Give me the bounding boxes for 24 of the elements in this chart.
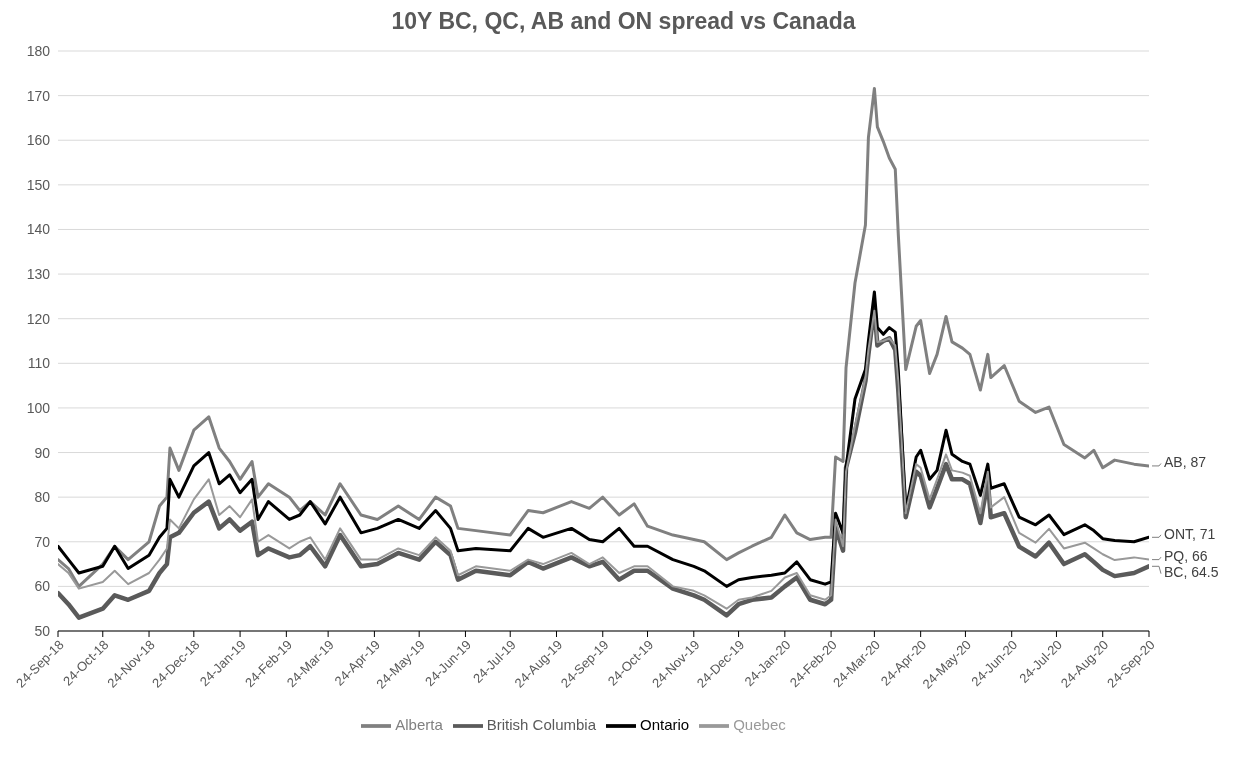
y-tick-label: 170 — [26, 87, 51, 104]
line-series — [58, 86, 1149, 588]
y-tick-label: 90 — [34, 444, 51, 461]
chart-title: 10Y BC, QC, AB and ON spread vs Canada — [390, 8, 857, 35]
annotation: BC, 64.5 — [1164, 564, 1219, 581]
y-tick-label: 70 — [34, 533, 51, 550]
y-tick-label: 110 — [27, 355, 51, 372]
y-tick-label: 50 — [34, 622, 51, 639]
annotation: PQ, 66 — [1164, 547, 1208, 564]
y-tick-label: 140 — [26, 221, 51, 238]
annotation: ONT, 71 — [1164, 525, 1216, 542]
y-tick-label: 80 — [34, 489, 51, 506]
legend-label: Alberta — [395, 715, 443, 733]
y-tick-label: 130 — [26, 266, 51, 283]
legend-label: British Columbia — [486, 715, 596, 733]
legend-label: Quebec — [733, 715, 786, 733]
legend-label: Ontario — [640, 715, 690, 733]
y-tick-label: 100 — [26, 399, 51, 416]
y-tick-label: 150 — [26, 176, 51, 193]
annotation: AB, 87 — [1164, 454, 1207, 471]
y-tick-label: 180 — [26, 42, 51, 59]
y-tick-label: 120 — [26, 310, 51, 327]
y-tick-label: 160 — [26, 132, 51, 149]
y-tick-label: 60 — [34, 578, 51, 595]
